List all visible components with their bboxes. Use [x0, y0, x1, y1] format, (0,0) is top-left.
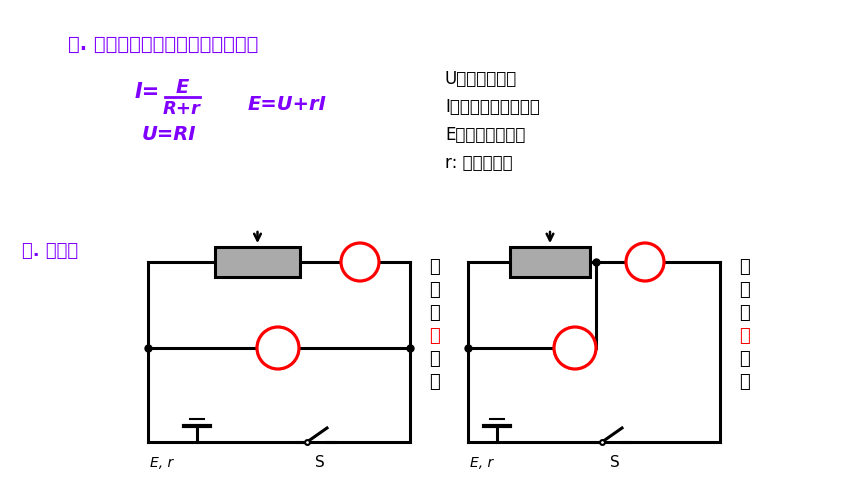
Circle shape	[626, 243, 664, 281]
Text: 内: 内	[740, 327, 751, 345]
Text: R+r: R+r	[163, 100, 201, 118]
Text: 流: 流	[430, 281, 440, 299]
Bar	[510, 247, 590, 277]
Text: S: S	[610, 455, 620, 470]
Text: V: V	[568, 339, 581, 357]
Text: 法: 法	[740, 373, 751, 391]
Text: U=RI: U=RI	[142, 125, 196, 144]
Text: V: V	[272, 339, 285, 357]
Text: I：通过电源的电流；: I：通过电源的电流；	[445, 98, 540, 116]
Text: E, r: E, r	[470, 456, 494, 470]
Text: 一. 基本原理：闭合电路的欧姆定律: 一. 基本原理：闭合电路的欧姆定律	[68, 35, 258, 54]
Text: 电: 电	[740, 258, 751, 276]
Text: A: A	[639, 253, 651, 271]
Text: 接: 接	[740, 350, 751, 368]
Circle shape	[554, 327, 596, 369]
Text: 法: 法	[430, 373, 440, 391]
Text: E：待测电动势；: E：待测电动势；	[445, 126, 525, 144]
Circle shape	[257, 327, 299, 369]
Text: I=: I=	[135, 82, 160, 102]
Text: 电: 电	[430, 258, 440, 276]
Text: U：路端电压；: U：路端电压；	[445, 70, 517, 88]
Text: E, r: E, r	[150, 456, 173, 470]
Circle shape	[341, 243, 379, 281]
Text: 表: 表	[740, 304, 751, 322]
Text: 表: 表	[430, 304, 440, 322]
Text: r: 待测内阻；: r: 待测内阻；	[445, 154, 513, 172]
Text: A: A	[353, 253, 366, 271]
Text: 外: 外	[430, 327, 440, 345]
Bar	[215, 247, 300, 277]
Text: S: S	[315, 455, 325, 470]
Text: E=U+rI: E=U+rI	[248, 95, 327, 114]
Text: E: E	[175, 78, 188, 97]
Text: 流: 流	[740, 281, 751, 299]
Text: 二. 电路图: 二. 电路图	[22, 242, 78, 260]
Text: 接: 接	[430, 350, 440, 368]
